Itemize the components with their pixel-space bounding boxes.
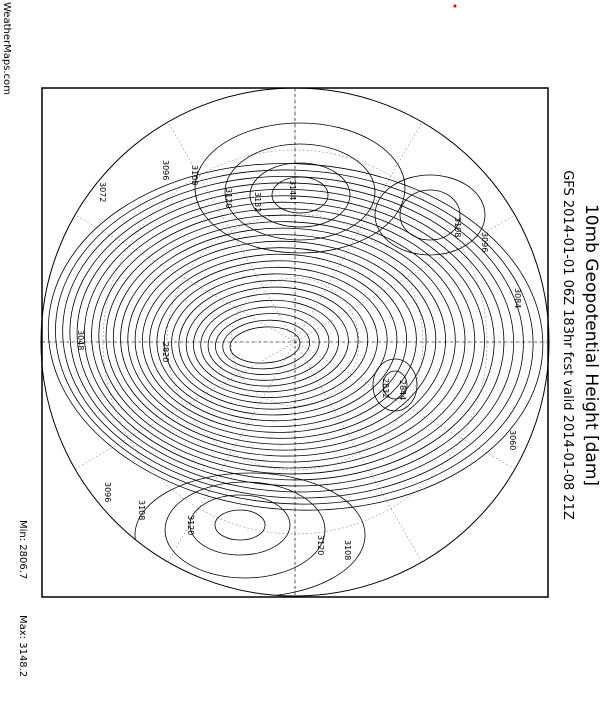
contour-label: 3108 (453, 217, 462, 237)
contour-line (193, 293, 349, 393)
contour-line (200, 299, 340, 387)
contour-label: 3120 (186, 515, 195, 535)
contour-line (171, 273, 378, 410)
contour-line (149, 253, 408, 428)
contour-line (164, 481, 326, 579)
contour-line (156, 260, 398, 422)
dot (453, 4, 457, 8)
contour-line (112, 221, 456, 457)
contour-label: 3096 (480, 232, 489, 252)
contour-line (189, 494, 291, 556)
contour-line (127, 234, 437, 445)
contour-line (91, 201, 485, 475)
contour-line (76, 188, 505, 487)
source: WeatherMaps.com (1, 2, 12, 95)
contour-line (185, 286, 359, 398)
contour-line (215, 313, 320, 375)
contour-line (207, 306, 330, 381)
contour-label: 3096 (161, 160, 170, 180)
contour-label: 3060 (508, 430, 517, 450)
contour-line (249, 162, 351, 228)
contour-line (271, 176, 329, 214)
contour-line (134, 472, 366, 596)
contour-line (399, 189, 461, 241)
contour-label: 3096 (103, 482, 112, 502)
contour-line (224, 143, 376, 241)
contour-label: 3108 (343, 540, 352, 560)
contour-line (374, 174, 486, 256)
contour-label: 3144 (288, 180, 297, 200)
contour-label: 3120 (224, 188, 233, 208)
contour-label: 3108 (190, 165, 199, 185)
contour-line (141, 247, 417, 433)
contour-label: 3048 (76, 330, 85, 350)
contour-label: 3132 (253, 192, 262, 212)
map-title: 10mb Geopotential Height [dam] (581, 204, 601, 486)
contour-label: 3120 (316, 535, 325, 555)
contour-line (229, 326, 301, 364)
contours (47, 122, 544, 596)
contour-line (98, 208, 476, 469)
contour-line (69, 182, 515, 493)
contour-line (47, 163, 544, 511)
map-subtitle: GFS 2014-01-01 06Z 183hr fcst valid 2014… (560, 170, 575, 520)
min-value: Min: 2806.7 (17, 520, 28, 579)
contour-label: 3108 (137, 500, 146, 520)
contour-label: 3072 (98, 182, 107, 202)
contour-line (382, 370, 408, 400)
contour-line (178, 280, 369, 404)
contour-line (83, 195, 495, 481)
contour-line (214, 509, 266, 541)
contour-labels: 3096 3108 3120 3132 3144 3072 3096 3108 3084 3060… (76, 160, 522, 560)
contour-label: 3084 (513, 288, 522, 308)
contour-line (55, 169, 534, 505)
contour-line (134, 240, 427, 439)
contour-label: 2832 (381, 378, 390, 398)
contour-label: 2844 (398, 380, 407, 400)
contour-line (163, 266, 388, 416)
contour-label: 2820 (161, 342, 170, 362)
contour-line (222, 319, 311, 370)
max-value: Max: 3148.2 (17, 615, 28, 677)
contour-line (372, 358, 418, 412)
contour-line (120, 227, 446, 451)
contour-line (194, 122, 406, 254)
